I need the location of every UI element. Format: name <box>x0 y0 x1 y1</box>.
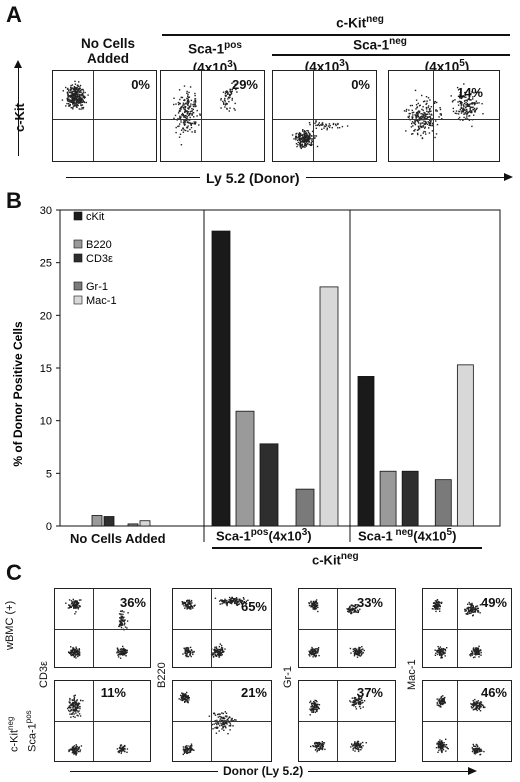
y-tick-label: 25 <box>40 258 52 270</box>
bar-b220-0 <box>91 515 103 527</box>
dot-cloud <box>67 694 129 756</box>
bar-mac1-1 <box>319 286 339 527</box>
dot-cloud <box>61 80 89 110</box>
b-kit-neg-rule <box>212 547 482 549</box>
bar-ckit-2 <box>357 376 375 527</box>
legend-swatch <box>73 211 83 221</box>
b-kit-neg-label: c-Kitneg <box>312 551 359 568</box>
marker-label-gr1: Gr-1 <box>282 666 294 688</box>
dot-cloud <box>403 83 484 140</box>
bar-cd3-1 <box>259 443 279 527</box>
c-r2-cd3-percent: 11% <box>100 685 126 700</box>
plot-frame <box>59 209 501 527</box>
legend-label: B220 <box>86 239 112 251</box>
group-label-sca-pos: Sca-1pos(4x103) <box>216 527 312 544</box>
legend-label: Gr-1 <box>86 281 108 293</box>
y-tick-label: 10 <box>40 416 52 428</box>
y-tick-label: 5 <box>46 468 52 480</box>
bar-cd3-2 <box>401 470 419 527</box>
panel-a-x-axis-label: Ly 5.2 (Donor) <box>200 170 306 186</box>
panel-b-letter: B <box>6 188 22 213</box>
flow-plot-c-r2-b220: 21% <box>172 680 272 762</box>
group-label-no-cells: No Cells Added <box>70 531 166 546</box>
dot-cloud <box>291 120 349 150</box>
plot-a1-title: No Cells Added <box>80 36 135 66</box>
flow-plot-a1: 0% <box>52 70 157 162</box>
flow-plot-c-r1-gr1: 33% <box>298 588 396 668</box>
flow-plot-c-r2-mac1: 46% <box>422 680 512 762</box>
plot-a4-percent: 14% <box>456 85 483 100</box>
bar-chart: % of Donor Positive Cells 0 5 10 15 20 25 30 c… <box>11 205 501 542</box>
row1-label: wBMC (+) <box>4 600 16 650</box>
bar-gr1-2 <box>434 479 452 527</box>
legend-swatch <box>73 281 83 291</box>
marker-label-cd3: CD3ε <box>38 661 50 688</box>
bar-ckit-1 <box>211 230 231 527</box>
panel-a-y-arrowhead <box>14 60 22 68</box>
plot-a2-percent: 29% <box>231 77 258 92</box>
legend-swatch <box>73 239 83 249</box>
kit-neg-header: c-Kitneg <box>336 14 384 31</box>
panel-a-y-arrow <box>18 66 19 156</box>
c-r2-mac1-percent: 46% <box>480 685 507 700</box>
bar-b220-2 <box>379 470 397 527</box>
panel-c-x-arrowhead <box>468 767 477 775</box>
dot-cloud <box>65 598 129 659</box>
dot-cloud <box>435 695 486 756</box>
panel-a-letter: A <box>6 2 22 27</box>
marker-label-mac1: Mac-1 <box>406 659 418 690</box>
marker-label-b220: B220 <box>156 662 168 688</box>
y-tick-label: 30 <box>40 205 52 217</box>
panel-c-letter: C <box>6 560 22 585</box>
dot-cloud <box>309 693 367 753</box>
legend-label: CD3ε <box>86 253 113 265</box>
y-tick-label: 0 <box>46 521 52 533</box>
plot-a3-percent: 0% <box>351 77 370 92</box>
y-tick-label: 20 <box>40 310 52 322</box>
group-label-sca-neg: Sca-1 neg(4x105) <box>358 527 457 544</box>
dot-cloud <box>181 596 249 658</box>
panel-c-x-axis-label: Donor (Ly 5.2) <box>218 764 309 778</box>
legend-swatch <box>73 253 83 263</box>
flow-plot-c-r2-gr1: 37% <box>298 680 396 762</box>
dot-cloud <box>431 599 482 659</box>
bar-cd3-0 <box>103 516 115 527</box>
panel-a-y-axis-label: c-Kit <box>12 103 27 132</box>
c-r2-gr1-percent: 37% <box>356 685 383 700</box>
flow-plot-a3: 0% <box>272 70 377 162</box>
dot-cloud <box>178 691 237 756</box>
flow-plot-c-r2-cd3: 11% <box>54 680 151 762</box>
flow-plot-a4: 14% <box>388 70 500 162</box>
bar-b220-1 <box>235 410 255 527</box>
bar-mac1-2 <box>456 364 474 527</box>
plot-a1-percent: 0% <box>131 77 150 92</box>
kit-neg-rule <box>162 34 510 36</box>
flow-plot-c-r1-cd3: 36% <box>54 588 151 668</box>
c-r1-cd3-percent: 36% <box>119 595 146 610</box>
flow-plot-c-r1-b220: 65% <box>172 588 272 668</box>
dot-cloud <box>173 82 238 146</box>
y-tick-label: 15 <box>40 363 52 375</box>
c-r1-gr1-percent: 33% <box>356 595 383 610</box>
c-r1-b220-percent: 65% <box>240 599 267 614</box>
legend-label: cKit <box>86 211 104 223</box>
sca-neg-header: Sca-1neg <box>353 36 407 53</box>
legend-swatch <box>73 295 83 305</box>
flow-plot-c-r1-mac1: 49% <box>422 588 512 668</box>
flow-plot-a2: 29% <box>160 70 265 162</box>
dot-cloud <box>308 599 365 658</box>
bar-gr1-1 <box>295 488 315 527</box>
c-r1-mac1-percent: 49% <box>480 595 507 610</box>
panel-a-x-arrowhead <box>504 173 513 181</box>
bar-mac1-0 <box>139 520 151 527</box>
row2-label: c-Kitneg Sca-1pos <box>6 710 39 752</box>
legend-label: Mac-1 <box>86 295 117 307</box>
bar-gr1-0 <box>127 523 139 527</box>
y-axis-label: % of Donor Positive Cells <box>11 321 25 467</box>
sca-neg-rule <box>272 54 510 56</box>
c-r2-b220-percent: 21% <box>240 685 267 700</box>
